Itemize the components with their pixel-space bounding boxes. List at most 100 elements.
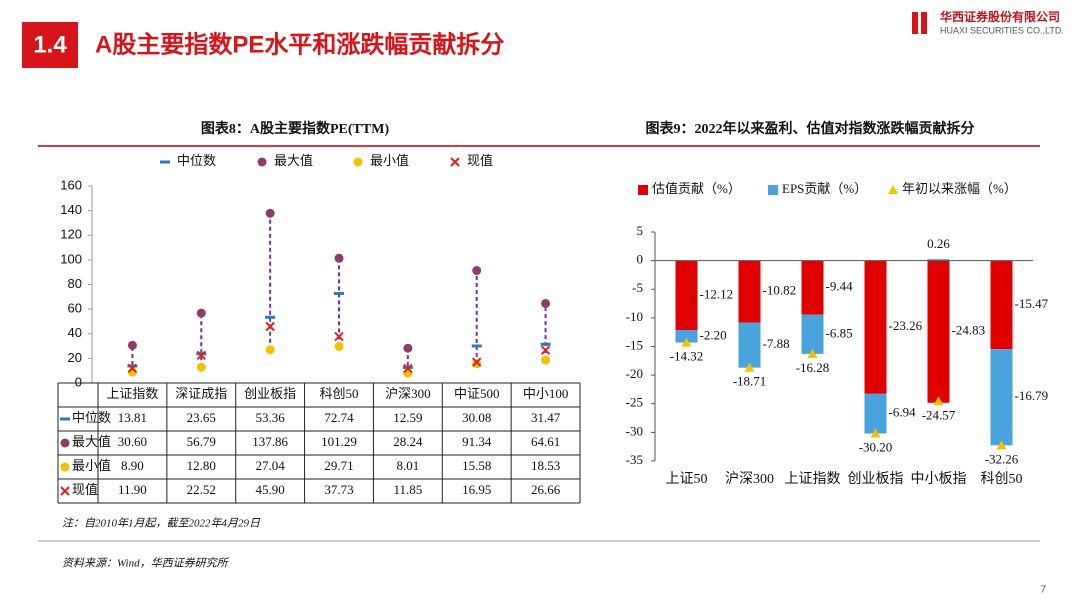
legend-marker (353, 157, 363, 167)
legend-label: 现值 (467, 153, 493, 168)
data-label: -32.26 (985, 451, 1019, 466)
table-cell: 28.24 (393, 434, 423, 449)
total-mark (996, 440, 1007, 450)
page-number: 7 (1040, 585, 1046, 596)
column-header: 上证指数 (106, 386, 158, 401)
max-mark (334, 253, 344, 263)
company-name: 华西证券股份有限公司 (940, 9, 1060, 24)
data-label: -30.20 (859, 440, 893, 455)
logo (912, 12, 918, 34)
table-cell: 11.90 (118, 482, 147, 497)
total-mark (807, 348, 818, 358)
max-mark (541, 298, 551, 308)
table-cell: 23.65 (187, 410, 216, 425)
data-label: -9.44 (826, 279, 854, 294)
y-tick-label: -25 (626, 395, 643, 410)
source: 资料来源：Wind，华西证券研究所 (62, 557, 230, 570)
bar-segment (675, 330, 698, 343)
bar-segment (927, 260, 950, 403)
legend-marker (888, 185, 898, 194)
median-mark (127, 364, 138, 368)
bar-segment (675, 260, 698, 331)
y-tick-label: 60 (68, 301, 82, 316)
current-mark (472, 357, 482, 367)
y-tick-label: -15 (626, 337, 643, 352)
y-tick-label: 20 (68, 350, 82, 365)
logo (921, 12, 927, 34)
total-mark (744, 362, 755, 372)
table-cell: 72.74 (324, 410, 354, 425)
data-label: -24.57 (922, 407, 956, 422)
table-cell: 22.52 (187, 482, 216, 497)
legend-marker (638, 185, 648, 195)
min-mark (541, 355, 551, 365)
cross-stroke (265, 321, 275, 332)
table-cell: 31.47 (531, 410, 561, 425)
note: 注：自2010年1月起，截至2022年4月29日 (62, 517, 261, 530)
legend-label: 年初以来涨幅（%） (902, 181, 1017, 196)
median-mark (540, 342, 551, 346)
y-tick-label: -30 (626, 423, 643, 438)
data-label: -7.88 (763, 336, 790, 351)
cross-stroke (334, 331, 344, 342)
column-header: 创业板指 (244, 386, 296, 401)
median-mark (471, 344, 482, 348)
row-label: 中位数 (72, 410, 111, 425)
x-tick-label: 科创50 (981, 471, 1023, 487)
y-tick-label: -35 (626, 452, 643, 467)
y-tick-label: -10 (626, 309, 643, 324)
total-mark (933, 396, 944, 406)
table-cell: 16.95 (462, 482, 491, 497)
y-tick-label: 140 (60, 202, 82, 217)
chart-title: 图表8：A股主要指数PE(TTM) (201, 120, 390, 137)
current-mark (127, 363, 138, 374)
y-tick-label: -5 (632, 280, 643, 295)
min-mark (196, 362, 206, 372)
bar-segment (738, 260, 761, 323)
table-cell: 13.81 (118, 410, 147, 425)
data-label: 0.26 (927, 236, 950, 251)
legend-marker (257, 157, 267, 167)
cross-stroke (540, 345, 551, 355)
data-label: -14.32 (670, 349, 704, 364)
legend-marker (768, 185, 778, 195)
data-label: -16.79 (1015, 388, 1049, 403)
legend-label: EPS贡献（%） (782, 181, 867, 196)
table-cell: 56.79 (187, 434, 216, 449)
table-cell: 137.86 (252, 434, 288, 449)
badge: 1.4 (33, 31, 67, 58)
table-cell: 53.36 (256, 410, 286, 425)
median-mark (334, 291, 344, 295)
current-mark (334, 331, 344, 342)
legend-marker (60, 438, 70, 448)
total-mark (681, 337, 692, 347)
x-tick-label: 上证50 (666, 471, 708, 487)
min-mark (472, 359, 482, 369)
table-cell: 45.90 (256, 482, 285, 497)
bar-segment (927, 259, 950, 261)
median-mark (265, 315, 276, 319)
cross-stroke (196, 350, 206, 360)
data-label: -23.26 (889, 318, 923, 333)
data-label: -15.47 (1015, 296, 1049, 311)
bar-segment (738, 322, 761, 368)
data-label: -16.28 (796, 360, 830, 375)
min-mark (334, 341, 344, 351)
y-tick-label: -20 (626, 366, 643, 381)
legend-marker (160, 160, 170, 164)
data-label: -10.82 (763, 283, 797, 298)
bar-segment (864, 393, 887, 434)
legend-marker (60, 486, 70, 496)
y-tick-label: 5 (637, 223, 644, 238)
table-cell: 26.66 (531, 482, 561, 497)
table-cell: 101.29 (321, 434, 357, 449)
cross-stroke (127, 363, 138, 374)
cross-stroke (450, 157, 460, 167)
max-mark (265, 208, 275, 218)
y-tick-label: 80 (68, 276, 82, 291)
data-label: -6.85 (826, 325, 853, 340)
total-mark (870, 428, 881, 438)
min-mark (403, 368, 413, 378)
legend-marker (450, 157, 460, 167)
